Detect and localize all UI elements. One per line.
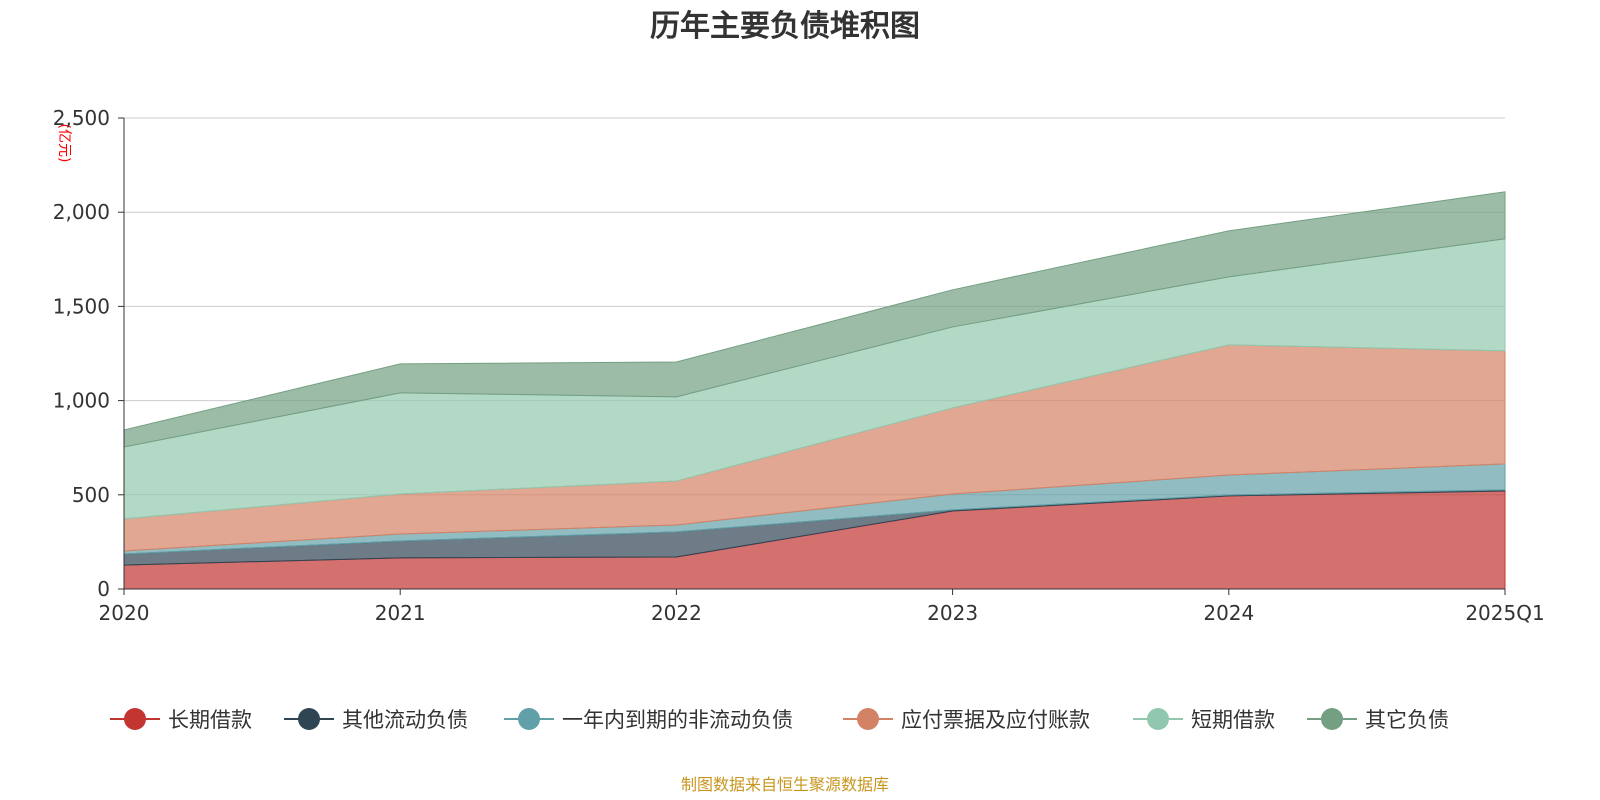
- legend-item[interactable]: 其它负债: [1307, 708, 1449, 732]
- y-tick-label: 1,500: [53, 294, 110, 318]
- x-tick-label: 2025Q1: [1465, 601, 1544, 625]
- legend-circle-icon: [124, 708, 146, 730]
- legend-item[interactable]: 应付票据及应付账款: [843, 708, 1090, 732]
- y-tick-label: 2,500: [53, 106, 110, 130]
- legend-label: 短期借款: [1191, 708, 1275, 732]
- legend-label: 应付票据及应付账款: [901, 708, 1090, 732]
- x-tick-label: 2022: [651, 601, 702, 625]
- legend-item[interactable]: 长期借款: [110, 708, 252, 732]
- legend-circle-icon: [1147, 708, 1169, 730]
- legend-circle-icon: [518, 708, 540, 730]
- y-axis-unit-label: (亿元): [56, 124, 72, 163]
- footer-source: 制图数据来自恒生聚源数据库: [681, 775, 889, 794]
- chart-title: 历年主要负债堆积图: [650, 9, 920, 44]
- legend-circle-icon: [857, 708, 879, 730]
- y-tick-label: 2,000: [53, 200, 110, 224]
- legend-label: 其他流动负债: [342, 708, 468, 732]
- legend-label: 一年内到期的非流动负债: [562, 708, 793, 732]
- y-tick-label: 500: [72, 483, 110, 507]
- x-tick-label: 2020: [99, 601, 150, 625]
- x-tick-label: 2021: [375, 601, 426, 625]
- legend-label: 其它负债: [1365, 708, 1449, 732]
- legend-circle-icon: [1321, 708, 1343, 730]
- legend-item[interactable]: 短期借款: [1133, 708, 1275, 732]
- y-tick-label: 1,000: [53, 389, 110, 413]
- x-tick-label: 2024: [1203, 601, 1254, 625]
- x-tick-label: 2023: [927, 601, 978, 625]
- legend-circle-icon: [298, 708, 320, 730]
- legend-label: 长期借款: [168, 708, 252, 732]
- legend-item[interactable]: 一年内到期的非流动负债: [504, 708, 793, 732]
- legend-item[interactable]: 其他流动负债: [284, 708, 468, 732]
- y-tick-label: 0: [97, 577, 110, 601]
